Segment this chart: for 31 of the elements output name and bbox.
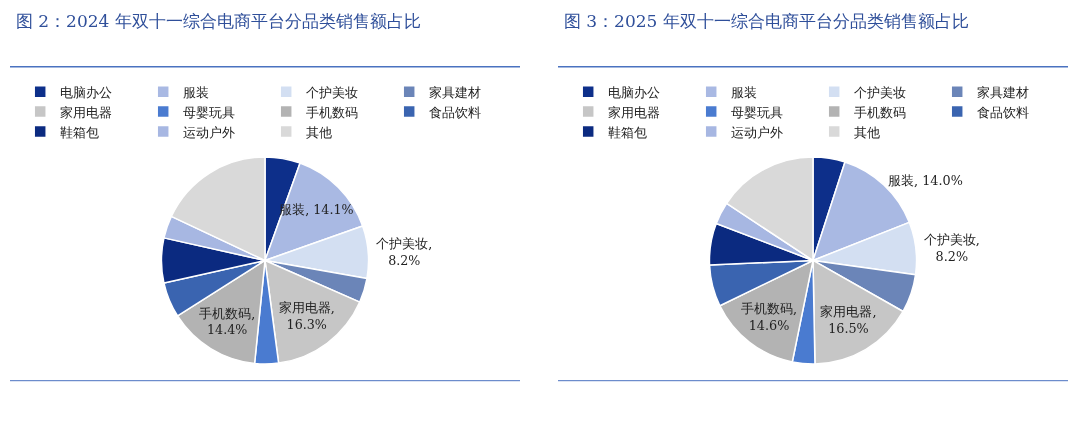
chart-title: 图 3：2025 年双十一综合电商平台分品类销售额占比 [563,11,969,32]
legend-label: 服装 [183,84,210,100]
legend-label: 电脑办公 [608,84,661,100]
legend-label: 食品饮料 [429,104,482,120]
legend-label: 鞋箱包 [60,124,100,140]
legend-label: 家用电器 [60,104,113,120]
data-label: 手机数码, 14.6% [740,301,798,333]
data-label: 服装, 14.0% [888,173,963,189]
legend-label: 鞋箱包 [608,124,648,140]
chart-title: 图 2：2024 年双十一综合电商平台分品类销售额占比 [15,11,421,32]
legend-label: 家用电器 [608,104,661,120]
data-label: 手机数码, 14.4% [199,305,256,338]
legend-label: 服装 [731,84,758,100]
legend-label: 家具建材 [977,84,1030,100]
legend-label: 个护美妆 [306,84,359,100]
data-label: 个护美妆, 8.2% [923,232,980,264]
legend-label: 家具建材 [429,84,482,100]
legend-label: 其他 [854,124,881,140]
legend-label: 运动户外 [183,124,236,140]
legend-label: 食品饮料 [977,104,1030,120]
legend-label: 其他 [306,124,333,140]
legend-label: 手机数码 [306,104,359,120]
legend-label: 母婴玩具 [731,104,784,120]
legend-label: 个护美妆 [854,84,907,100]
data-label: 个护美妆, 8.2% [376,236,433,268]
data-label: 家用电器, 16.3% [278,300,335,332]
legend-label: 运动户外 [731,124,784,140]
legend-label: 电脑办公 [60,84,113,100]
data-label: 家用电器, 16.5% [820,304,877,336]
legend-label: 母婴玩具 [183,104,236,120]
legend-label: 手机数码 [854,104,907,120]
